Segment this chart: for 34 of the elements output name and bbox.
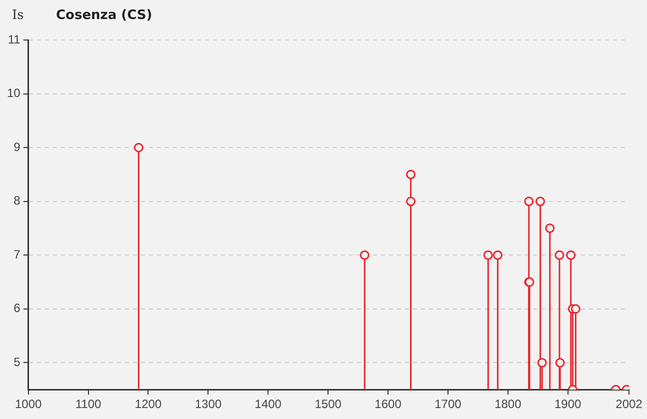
point (406, 196, 416, 206)
point (524, 196, 534, 206)
point (555, 358, 565, 368)
y-axis-title: Is (12, 8, 24, 23)
point (536, 196, 546, 206)
x-tick-label: 1200 (134, 397, 162, 412)
point (545, 223, 555, 233)
point (134, 142, 144, 152)
y-tick-label: 8 (14, 194, 21, 208)
y-tick-label: 6 (14, 301, 21, 316)
chart-title: Cosenza (CS) (56, 8, 152, 23)
y-tick-label: 5 (14, 355, 21, 370)
y-tick-label: 10 (6, 86, 21, 100)
x-tick-label: 1300 (194, 397, 222, 412)
x-tick-label: 1900 (554, 397, 582, 412)
point (360, 250, 370, 260)
x-tick-label: 1800 (494, 397, 522, 412)
x-tick-label: 2002 (616, 397, 643, 412)
x-tick-label: 1000 (14, 397, 42, 412)
y-tick-label: 7 (14, 247, 21, 262)
x-tick-label: 1100 (75, 397, 102, 412)
point (566, 250, 576, 260)
point (406, 170, 416, 180)
point (492, 250, 502, 260)
y-tick-label: 9 (14, 140, 21, 154)
point (483, 250, 493, 260)
point (570, 304, 580, 314)
x-tick-label: 1600 (374, 397, 402, 412)
y-tick-label: 11 (8, 32, 21, 46)
x-tick-label: 1500 (314, 397, 342, 412)
point (554, 250, 564, 260)
x-tick-label: 1400 (254, 397, 282, 412)
point (537, 358, 547, 368)
x-tick-label: 1700 (434, 397, 462, 412)
